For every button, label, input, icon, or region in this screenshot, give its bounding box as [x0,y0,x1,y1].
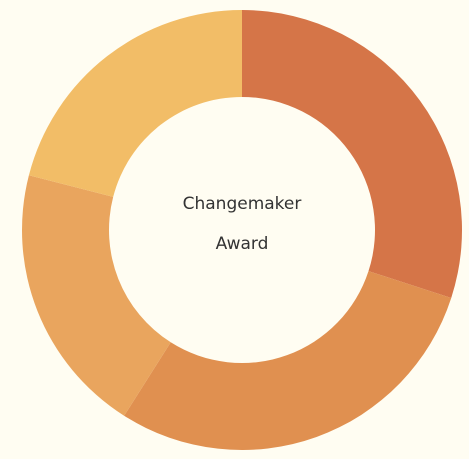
center-title: Changemaker Award [182,194,302,254]
donut-segment [28,10,242,197]
donut-segment [22,175,171,416]
donut-segment [124,271,452,450]
donut-segment [242,10,462,298]
